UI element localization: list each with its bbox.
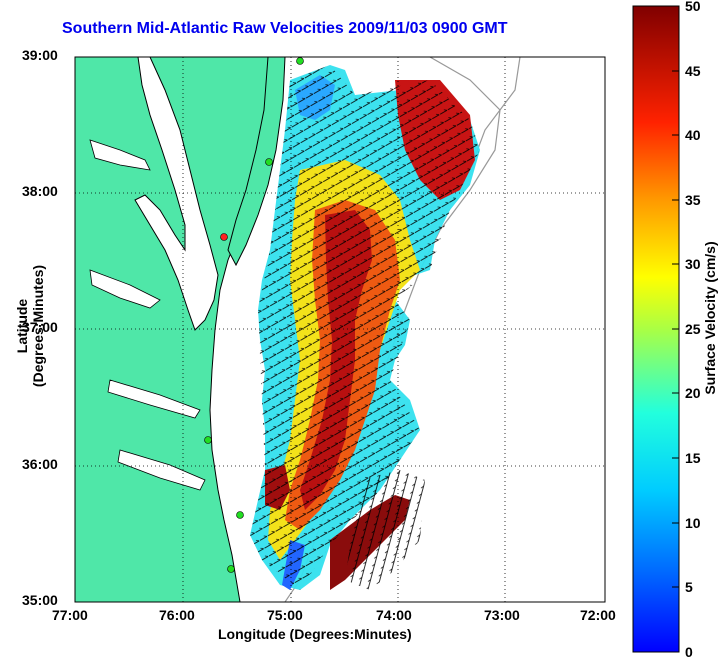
colorbar-tick-label: 25 — [685, 321, 701, 337]
radar-stations — [204, 57, 304, 573]
x-tick-label: 77:00 — [52, 607, 88, 623]
station-marker — [236, 511, 244, 519]
colorbar-tick-label: 15 — [685, 450, 701, 466]
x-tick-label: 75:00 — [267, 607, 303, 623]
station-marker — [296, 57, 304, 65]
river — [89, 139, 151, 171]
colorbar-label: Surface Velocity (cm/s) — [702, 241, 718, 395]
colorbar-tick-label: 35 — [685, 192, 701, 208]
y-tick-label: 35:00 — [22, 592, 58, 608]
river — [89, 269, 161, 309]
x-tick-label: 72:00 — [580, 607, 616, 623]
station-marker — [227, 565, 235, 573]
x-tick-label: 73:00 — [484, 607, 520, 623]
grid — [75, 57, 605, 602]
x-tick-label: 76:00 — [159, 607, 195, 623]
plot-frame — [74, 56, 606, 603]
colorbar — [632, 5, 680, 653]
y-tick-label: 37:00 — [22, 319, 58, 335]
x-axis-label: Longitude (Degrees:Minutes) — [218, 626, 412, 642]
colorbar-tick-label: 45 — [685, 63, 701, 79]
map-title: Southern Mid-Atlantic Raw Velocities 200… — [62, 20, 508, 37]
colorbar-tick-label: 50 — [685, 0, 701, 14]
sound — [117, 449, 206, 491]
station-marker — [265, 158, 273, 166]
y-tick-label: 38:00 — [22, 183, 58, 199]
colorbar-tick-label: 0 — [685, 644, 693, 660]
colorbar-tick-label: 30 — [685, 256, 701, 272]
x-tick-label: 74:00 — [376, 607, 412, 623]
chesapeake-bay — [134, 57, 219, 331]
sound — [107, 379, 201, 419]
colorbar-tick-label: 5 — [685, 579, 693, 595]
velocity-arrows — [250, 65, 480, 590]
y-tick-label: 36:00 — [22, 456, 58, 472]
y-tick-label: 39:00 — [22, 47, 58, 63]
colorbar-tick-label: 20 — [685, 385, 701, 401]
colorbar-tick-label: 10 — [685, 515, 701, 531]
velocity-arrows — [345, 470, 425, 590]
station-marker — [220, 233, 228, 241]
colorbar-tick-label: 40 — [685, 127, 701, 143]
station-marker — [204, 436, 212, 444]
